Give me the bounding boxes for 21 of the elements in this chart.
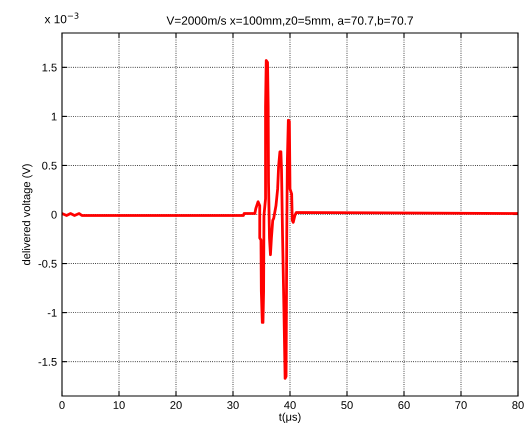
chart-title: V=2000m/s x=100mm,z0=5mm, a=70.7,b=70.7 (166, 16, 413, 26)
x-axis-title: t(μs) (278, 412, 301, 423)
x-tick-label: 60 (398, 401, 410, 410)
y-tick-label: -1.5 (38, 358, 57, 366)
y-tick-label: 0.5 (42, 162, 57, 170)
x-tick-label: 80 (512, 401, 524, 410)
x-tick-label: 40 (284, 401, 296, 410)
y-tick-label: 1 (52, 112, 57, 120)
x-tick-label: 20 (170, 401, 182, 410)
x-tick-label: 50 (341, 401, 353, 410)
x-tick-label: 0 (59, 401, 65, 410)
y-tick-label: -1 (48, 308, 57, 317)
text: x 10$^{−3}$ (44, 12, 78, 24)
x-tick-label: 70 (455, 401, 467, 410)
y-axis-title: delivered voltage (V) (22, 164, 32, 265)
y-tick-label: -0.5 (38, 260, 57, 268)
y-tick-label: 0 (51, 210, 57, 219)
x-tick-label: 30 (227, 401, 239, 410)
line-series (62, 59, 518, 380)
x-tick-label: 10 (114, 401, 125, 410)
y-tick-label: 1.5 (42, 64, 57, 72)
